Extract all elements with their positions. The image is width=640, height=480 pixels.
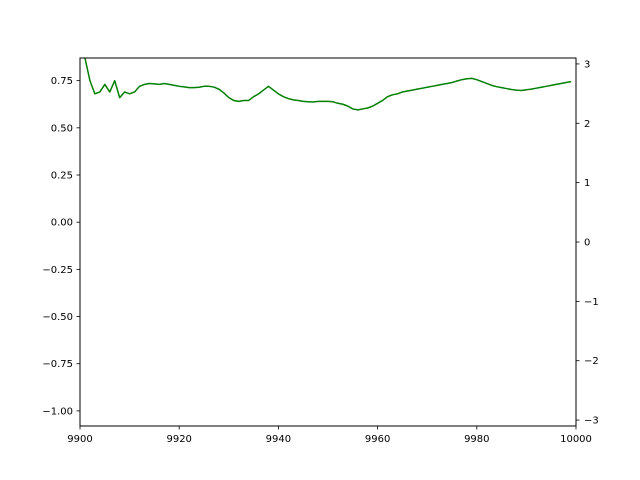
series-line-0 (82, 58, 572, 111)
y-right-tick-label: −3 (584, 416, 599, 427)
y-right-tick-label: 1 (584, 178, 590, 189)
y-left-tick-label: 0.75 (51, 76, 73, 87)
x-tick-label: 10000 (560, 434, 592, 445)
x-tick-label: 9940 (266, 434, 291, 445)
y-axis-left: 0.75 0.50 0.25 0.00 −0.25 −0.50 −0.75 −1.00 (42, 76, 80, 417)
x-tick-label: 9980 (464, 434, 489, 445)
y-left-tick-label: 0.50 (51, 123, 73, 134)
y-left-tick-label: 0.00 (51, 218, 73, 229)
y-left-tick-label: 0.25 (51, 171, 73, 182)
y-right-tick-label: 3 (584, 59, 590, 70)
y-left-tick-label: −0.75 (42, 359, 73, 370)
plot-area (82, 58, 572, 111)
y-left-tick-label: −0.50 (42, 312, 73, 323)
x-axis: 9900 9920 9940 9960 9980 10000 (67, 426, 592, 445)
y-left-tick-label: −0.25 (42, 265, 73, 276)
x-tick-label: 9900 (67, 434, 92, 445)
y-right-tick-label: 0 (584, 238, 590, 249)
y-right-tick-label: 2 (584, 119, 590, 130)
y-axis-right: 3 2 1 0 −1 −2 −3 (576, 59, 599, 427)
y-right-tick-label: −2 (584, 356, 599, 367)
y-left-tick-label: −1.00 (42, 406, 73, 417)
x-tick-label: 9920 (166, 434, 191, 445)
axes-frame (79, 57, 577, 427)
y-right-tick-label: −1 (584, 297, 599, 308)
x-tick-label: 9960 (365, 434, 390, 445)
